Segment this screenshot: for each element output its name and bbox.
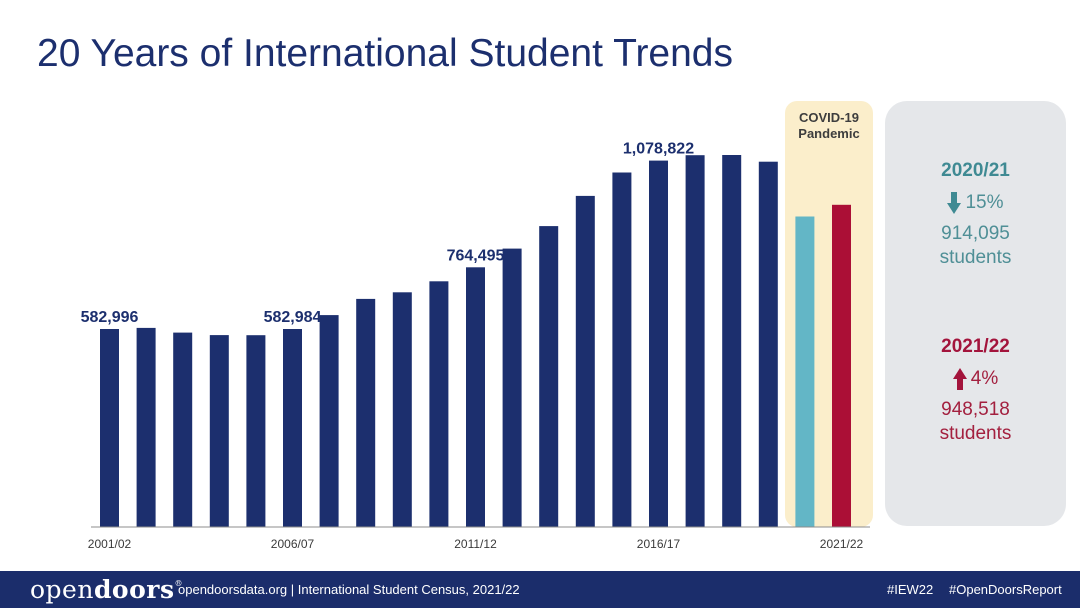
stat-count: 948,518 students: [885, 398, 1066, 446]
x-tick-label: 2021/22: [820, 537, 864, 551]
footer-hashtag-report: #OpenDoorsReport: [949, 582, 1062, 597]
footer-source: opendoorsdata.org | International Studen…: [178, 582, 520, 597]
bar-2009-10: [392, 292, 412, 527]
bar-2019-20: [758, 161, 778, 527]
data-label: 1,078,822: [623, 141, 694, 158]
bar-2006-07: [283, 329, 302, 527]
covid-pandemic-label: COVID-19 Pandemic: [785, 110, 873, 142]
bar-2007-08: [319, 315, 339, 527]
stat-count-unit: students: [939, 423, 1012, 444]
bar-2020-21: [795, 216, 815, 527]
stat-year: 2020/21: [941, 160, 1010, 181]
stat-2021-22: 2021/22 4% 948,518 students: [885, 336, 1066, 446]
x-tick-label: 2001/02: [88, 537, 132, 551]
bar-2008-09: [356, 298, 376, 527]
stat-change-value: 15%: [965, 192, 1004, 213]
stat-year: 2021/22: [941, 336, 1010, 357]
covid-label-line1: COVID-19: [799, 110, 859, 125]
stat-count-value: 948,518: [941, 399, 1010, 420]
x-tick-label: 2006/07: [271, 537, 315, 551]
stat-count-value: 914,095: [941, 223, 1010, 244]
page-title: 20 Years of International Student Trends: [37, 32, 734, 75]
stat-2020-21: 2020/21 15% 914,095 students: [885, 160, 1066, 270]
arrow-down-icon: [947, 192, 962, 214]
data-label: 582,996: [81, 309, 139, 326]
enrollment-bar-chart: 2001/02 2006/07 2011/12 2016/17 2021/22 582,9…: [81, 141, 870, 551]
open-doors-logo: opendoors®: [30, 575, 184, 604]
stat-change-value: 4%: [970, 368, 999, 389]
covid-label-line2: Pandemic: [798, 126, 860, 141]
bar-2017-18: [685, 155, 705, 527]
bar-2004-05: [209, 335, 229, 527]
stat-change: 4%: [885, 368, 1066, 390]
bar-2015-16: [612, 172, 632, 527]
x-tick-label: 2011/12: [454, 537, 497, 551]
stat-count-unit: students: [939, 247, 1012, 268]
bar-2005-06: [246, 335, 266, 527]
footer-bar: opendoors® opendoorsdata.org | Internati…: [0, 571, 1080, 608]
bar-2003-04: [173, 332, 193, 527]
summary-panel: [885, 101, 1066, 526]
bar-2018-19: [722, 155, 742, 527]
x-tick-label: 2016/17: [637, 537, 681, 551]
bar-2001-02: [100, 329, 119, 527]
bar-2002-03: [136, 327, 156, 527]
footer-hashtag-iew: #IEW22: [887, 582, 934, 597]
bar-2013-14: [539, 226, 559, 527]
stat-change: 15%: [885, 192, 1066, 214]
data-label: 764,495: [447, 247, 505, 264]
bar-2010-11: [429, 281, 449, 527]
data-label: 582,984: [264, 309, 322, 326]
arrow-up-icon: [952, 368, 967, 390]
bar-2012-13: [502, 248, 522, 527]
bar-2021-22: [832, 204, 851, 528]
bar-2014-15: [575, 195, 595, 527]
bar-2016-17: [649, 160, 668, 527]
stat-count: 914,095 students: [885, 222, 1066, 270]
bar-2011-12: [466, 267, 485, 527]
